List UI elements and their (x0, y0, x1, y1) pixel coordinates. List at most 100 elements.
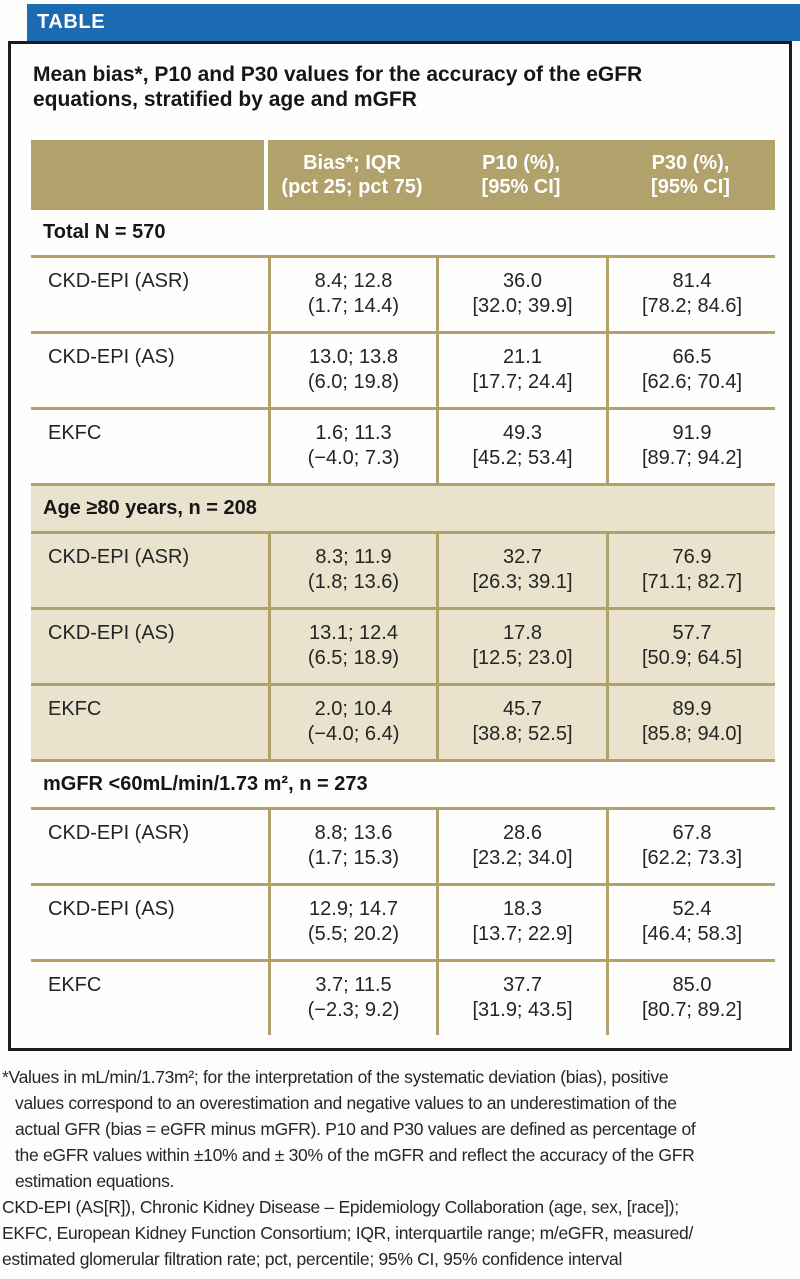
row-label: CKD-EPI (ASR) (48, 822, 190, 844)
row-label: CKD-EPI (AS) (48, 622, 175, 644)
header-cell-p30: P30 (%), [95% CI] (606, 140, 775, 210)
section-header-total: Total N = 570 (43, 221, 166, 243)
cell-line: 17.8 (503, 622, 542, 644)
cell-line: 18.3 (503, 898, 542, 920)
table-row: CKD-EPI (AS) 13.0; 13.8 (6.0; 19.8) 21.1… (31, 331, 775, 407)
bias-cell: 8.3; 11.9 (1.8; 13.6) (268, 534, 436, 607)
section-header-age80: Age ≥80 years, n = 208 (31, 483, 775, 531)
footnote-line: values correspond to an overestimation a… (15, 1093, 677, 1113)
cell-line: [78.2; 84.6] (641, 295, 743, 317)
header-cell-empty (31, 140, 268, 210)
cell-line: (−4.0; 7.3) (307, 447, 400, 469)
cell-line: 21.1 (503, 346, 542, 368)
row-label: CKD-EPI (ASR) (48, 546, 190, 568)
cell-line: [38.8; 52.5] (472, 723, 573, 745)
header-line: [95% CI] (651, 176, 730, 198)
p30-cell: 57.7 [50.9; 64.5] (606, 610, 775, 683)
cell-line: [62.2; 73.3] (641, 847, 743, 869)
cell-line: (6.5; 18.9) (307, 647, 400, 669)
cell-line: [17.7; 24.4] (472, 371, 573, 393)
bias-cell: 13.0; 13.8 (6.0; 19.8) (268, 334, 436, 407)
cell-line: 8.3; 11.9 (315, 546, 392, 568)
footnote-line: EKFC, European Kidney Function Consortiu… (2, 1223, 694, 1243)
cell-line: [13.7; 22.9] (472, 923, 573, 945)
p30-cell: 85.0 [80.7; 89.2] (606, 962, 775, 1035)
p30-cell: 52.4 [46.4; 58.3] (606, 886, 775, 959)
table-row: EKFC 2.0; 10.4 (−4.0; 6.4) 45.7 [38.8; 5… (31, 683, 775, 759)
table-row: CKD-EPI (AS) 12.9; 14.7 (5.5; 20.2) 18.3… (31, 883, 775, 959)
p10-cell: 18.3 [13.7; 22.9] (436, 886, 606, 959)
header-line: P30 (%), (651, 152, 730, 174)
cell-line: [26.3; 39.1] (472, 571, 573, 593)
p10-cell: 37.7 [31.9; 43.5] (436, 962, 606, 1035)
p30-cell: 81.4 [78.2; 84.6] (606, 258, 775, 331)
cell-line: 45.7 (503, 698, 542, 720)
table-banner-label: TABLE (37, 11, 106, 33)
table-title: Mean bias*, P10 and P30 values for the a… (33, 63, 643, 111)
header-line: P10 (%), (482, 152, 560, 174)
stats-table: Bias*; IQR (pct 25; pct 75) P10 (%), [95… (31, 140, 775, 1035)
cell-line: (1.7; 15.3) (307, 847, 400, 869)
cell-line: [85.8; 94.0] (641, 723, 743, 745)
cell-line: 36.0 (503, 270, 542, 292)
cell-line: [50.9; 64.5] (641, 647, 743, 669)
p30-cell: 67.8 [62.2; 73.3] (606, 810, 775, 883)
header-line: (pct 25; pct 75) (281, 176, 423, 198)
p30-cell: 76.9 [71.1; 82.7] (606, 534, 775, 607)
section-header-mgfr60: mGFR <60mL/min/1.73 m², n = 273 (31, 759, 775, 807)
footnote-line: *Values in mL/min/1.73m²; for the interp… (2, 1067, 669, 1087)
cell-line: 81.4 (672, 270, 712, 292)
cell-line: 85.0 (672, 974, 712, 996)
p10-cell: 32.7 [26.3; 39.1] (436, 534, 606, 607)
cell-line: [80.7; 89.2] (641, 999, 743, 1021)
cell-line: 76.9 (672, 546, 712, 568)
header-cell-bias: Bias*; IQR (pct 25; pct 75) (268, 140, 436, 210)
footnote-line: the eGFR values within ±10% and ± 30% of… (15, 1145, 695, 1165)
row-label: CKD-EPI (AS) (48, 898, 175, 920)
bias-cell: 3.7; 11.5 (−2.3; 9.2) (268, 962, 436, 1035)
table-row: CKD-EPI (AS) 13.1; 12.4 (6.5; 18.9) 17.8… (31, 607, 775, 683)
bias-cell: 2.0; 10.4 (−4.0; 6.4) (268, 686, 436, 759)
table-row: CKD-EPI (ASR) 8.3; 11.9 (1.8; 13.6) 32.7… (31, 531, 775, 607)
p10-cell: 36.0 [32.0; 39.9] (436, 258, 606, 331)
footnote-line: estimation equations. (15, 1171, 175, 1191)
header-line: [95% CI] (481, 176, 561, 198)
cell-line: [32.0; 39.9] (472, 295, 573, 317)
p10-cell: 21.1 [17.7; 24.4] (436, 334, 606, 407)
cell-line: 13.1; 12.4 (309, 622, 398, 644)
footnotes: *Values in mL/min/1.73m²; for the interp… (2, 1064, 800, 1272)
cell-line: 13.0; 13.8 (309, 346, 398, 368)
table-banner: TABLE (27, 4, 800, 41)
row-label: CKD-EPI (ASR) (48, 270, 190, 292)
row-label: EKFC (48, 422, 102, 444)
cell-line: (1.7; 14.4) (307, 295, 400, 317)
cell-line: [31.9; 43.5] (472, 999, 573, 1021)
p10-cell: 17.8 [12.5; 23.0] (436, 610, 606, 683)
row-label: EKFC (48, 974, 102, 996)
row-label: EKFC (48, 698, 102, 720)
cell-line: 66.5 (672, 346, 712, 368)
p10-cell: 49.3 [45.2; 53.4] (436, 410, 606, 483)
cell-line: [23.2; 34.0] (472, 847, 573, 869)
cell-line: 57.7 (672, 622, 712, 644)
footnote-line: estimated glomerular filtration rate; pc… (2, 1249, 623, 1269)
cell-line: 8.4; 12.8 (314, 270, 393, 292)
p30-cell: 89.9 [85.8; 94.0] (606, 686, 775, 759)
cell-line: (−2.3; 9.2) (307, 999, 400, 1021)
cell-line: 1.6; 11.3 (315, 422, 392, 444)
cell-line: [45.2; 53.4] (472, 447, 573, 469)
table-header-row: Bias*; IQR (pct 25; pct 75) P10 (%), [95… (31, 140, 775, 210)
cell-line: 52.4 (672, 898, 712, 920)
cell-line: 67.8 (672, 822, 712, 844)
table-row: EKFC 1.6; 11.3 (−4.0; 7.3) 49.3 [45.2; 5… (31, 407, 775, 483)
bias-cell: 8.8; 13.6 (1.7; 15.3) (268, 810, 436, 883)
cell-line: [46.4; 58.3] (641, 923, 743, 945)
cell-line: (1.8; 13.6) (307, 571, 400, 593)
bias-cell: 12.9; 14.7 (5.5; 20.2) (268, 886, 436, 959)
cell-line: 49.3 (503, 422, 542, 444)
header-line: Bias*; IQR (303, 152, 401, 174)
bias-cell: 13.1; 12.4 (6.5; 18.9) (268, 610, 436, 683)
cell-line: 28.6 (503, 822, 542, 844)
table-row: EKFC 3.7; 11.5 (−2.3; 9.2) 37.7 [31.9; 4… (31, 959, 775, 1035)
cell-line: [12.5; 23.0] (472, 647, 573, 669)
